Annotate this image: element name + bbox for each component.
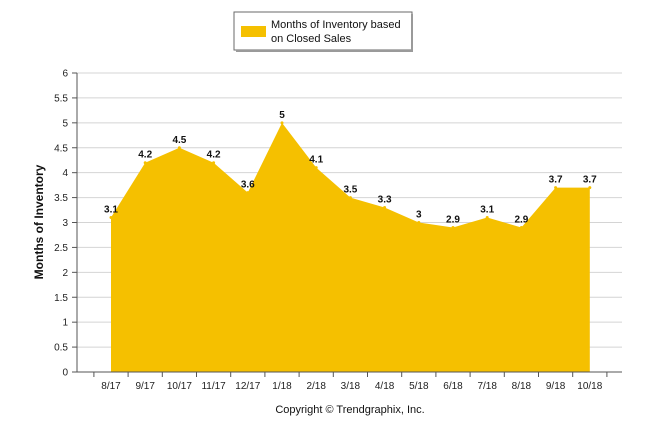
series-area — [109, 121, 592, 372]
data-label: 2.9 — [514, 214, 528, 225]
y-tick-label: 2.5 — [54, 243, 68, 254]
x-tick-label: 1/18 — [272, 381, 292, 392]
y-tick-label: 1.5 — [54, 293, 68, 304]
data-point — [554, 186, 558, 190]
x-tick-label: 10/18 — [577, 381, 602, 392]
y-tick-label: 3 — [62, 218, 68, 229]
data-point — [280, 121, 284, 125]
y-tick-label: 3.5 — [54, 193, 68, 204]
data-point — [246, 191, 250, 195]
y-tick-label: 6 — [62, 69, 68, 80]
x-tick-label: 8/18 — [512, 381, 532, 392]
data-point — [212, 161, 216, 165]
data-point — [383, 206, 387, 210]
y-tick-label: 2 — [62, 268, 68, 279]
y-axis-title: Months of Inventory — [32, 164, 46, 279]
data-point — [348, 196, 352, 200]
y-tick-labels: 0 0.5 1 1.5 2 2.5 3 3.5 4 4.5 5 5.5 6 — [54, 69, 68, 379]
data-labels: 3.1 4.2 4.5 4.2 3.6 5 4.1 3.5 3.3 3 2.9 3.1 2.9 3.7 3.… — [104, 110, 597, 226]
data-point — [417, 221, 421, 224]
x-tick-label: 9/17 — [135, 381, 155, 392]
y-tick-label: 5.5 — [54, 93, 68, 104]
y-tick-label: 1 — [62, 318, 68, 329]
legend: Months of Inventory based on Closed Sale… — [233, 11, 413, 52]
x-tick-label: 8/17 — [101, 381, 121, 392]
data-label: 3 — [416, 210, 422, 221]
copyright-text: Copyright © Trendgraphix, Inc. — [275, 404, 424, 416]
x-tick-label: 3/18 — [341, 381, 361, 392]
data-label: 3.6 — [241, 180, 255, 191]
y-tick-label: 4 — [62, 168, 68, 179]
data-label: 3.1 — [480, 205, 494, 216]
x-tick-label: 10/17 — [167, 381, 192, 392]
data-label: 3.5 — [343, 185, 357, 196]
x-tick-label: 11/17 — [201, 381, 226, 392]
x-tick-label: 7/18 — [477, 381, 497, 392]
data-label: 3.1 — [104, 205, 118, 216]
data-point — [143, 161, 147, 165]
data-label: 3.7 — [549, 175, 563, 186]
x-tick-label: 2/18 — [306, 381, 326, 392]
legend-swatch — [241, 26, 266, 37]
data-point — [588, 186, 592, 190]
x-tick-label: 4/18 — [375, 381, 395, 392]
x-tick-label: 9/18 — [546, 381, 566, 392]
y-tick-label: 0.5 — [54, 343, 68, 354]
data-label: 4.5 — [172, 135, 186, 146]
data-label: 4.2 — [207, 150, 221, 161]
data-label: 3.7 — [583, 175, 597, 186]
y-tick-label: 4.5 — [54, 143, 68, 154]
data-label: 5 — [279, 110, 285, 121]
data-label: 4.2 — [138, 150, 152, 161]
data-label: 4.1 — [309, 155, 323, 166]
data-point — [177, 146, 181, 150]
data-point — [109, 216, 113, 220]
data-label: 2.9 — [446, 214, 460, 225]
legend-label-line-2: on Closed Sales — [271, 33, 352, 45]
data-point — [314, 166, 318, 170]
data-point — [451, 225, 455, 229]
series-area-fill — [111, 122, 590, 372]
y-tick-label: 0 — [62, 368, 68, 379]
x-tick-label: 6/18 — [443, 381, 463, 392]
legend-label-line-1: Months of Inventory based — [271, 19, 401, 31]
data-point — [485, 216, 489, 220]
x-tick-label: 5/18 — [409, 381, 429, 392]
data-label: 3.3 — [378, 195, 392, 206]
y-tick-label: 5 — [62, 118, 68, 129]
x-tick-label: 12/17 — [235, 381, 260, 392]
x-tick-labels: 8/17 9/17 10/17 11/17 12/17 1/18 2/18 3/18 4/18 5… — [101, 381, 602, 392]
axes — [72, 72, 622, 377]
data-point — [519, 225, 523, 229]
